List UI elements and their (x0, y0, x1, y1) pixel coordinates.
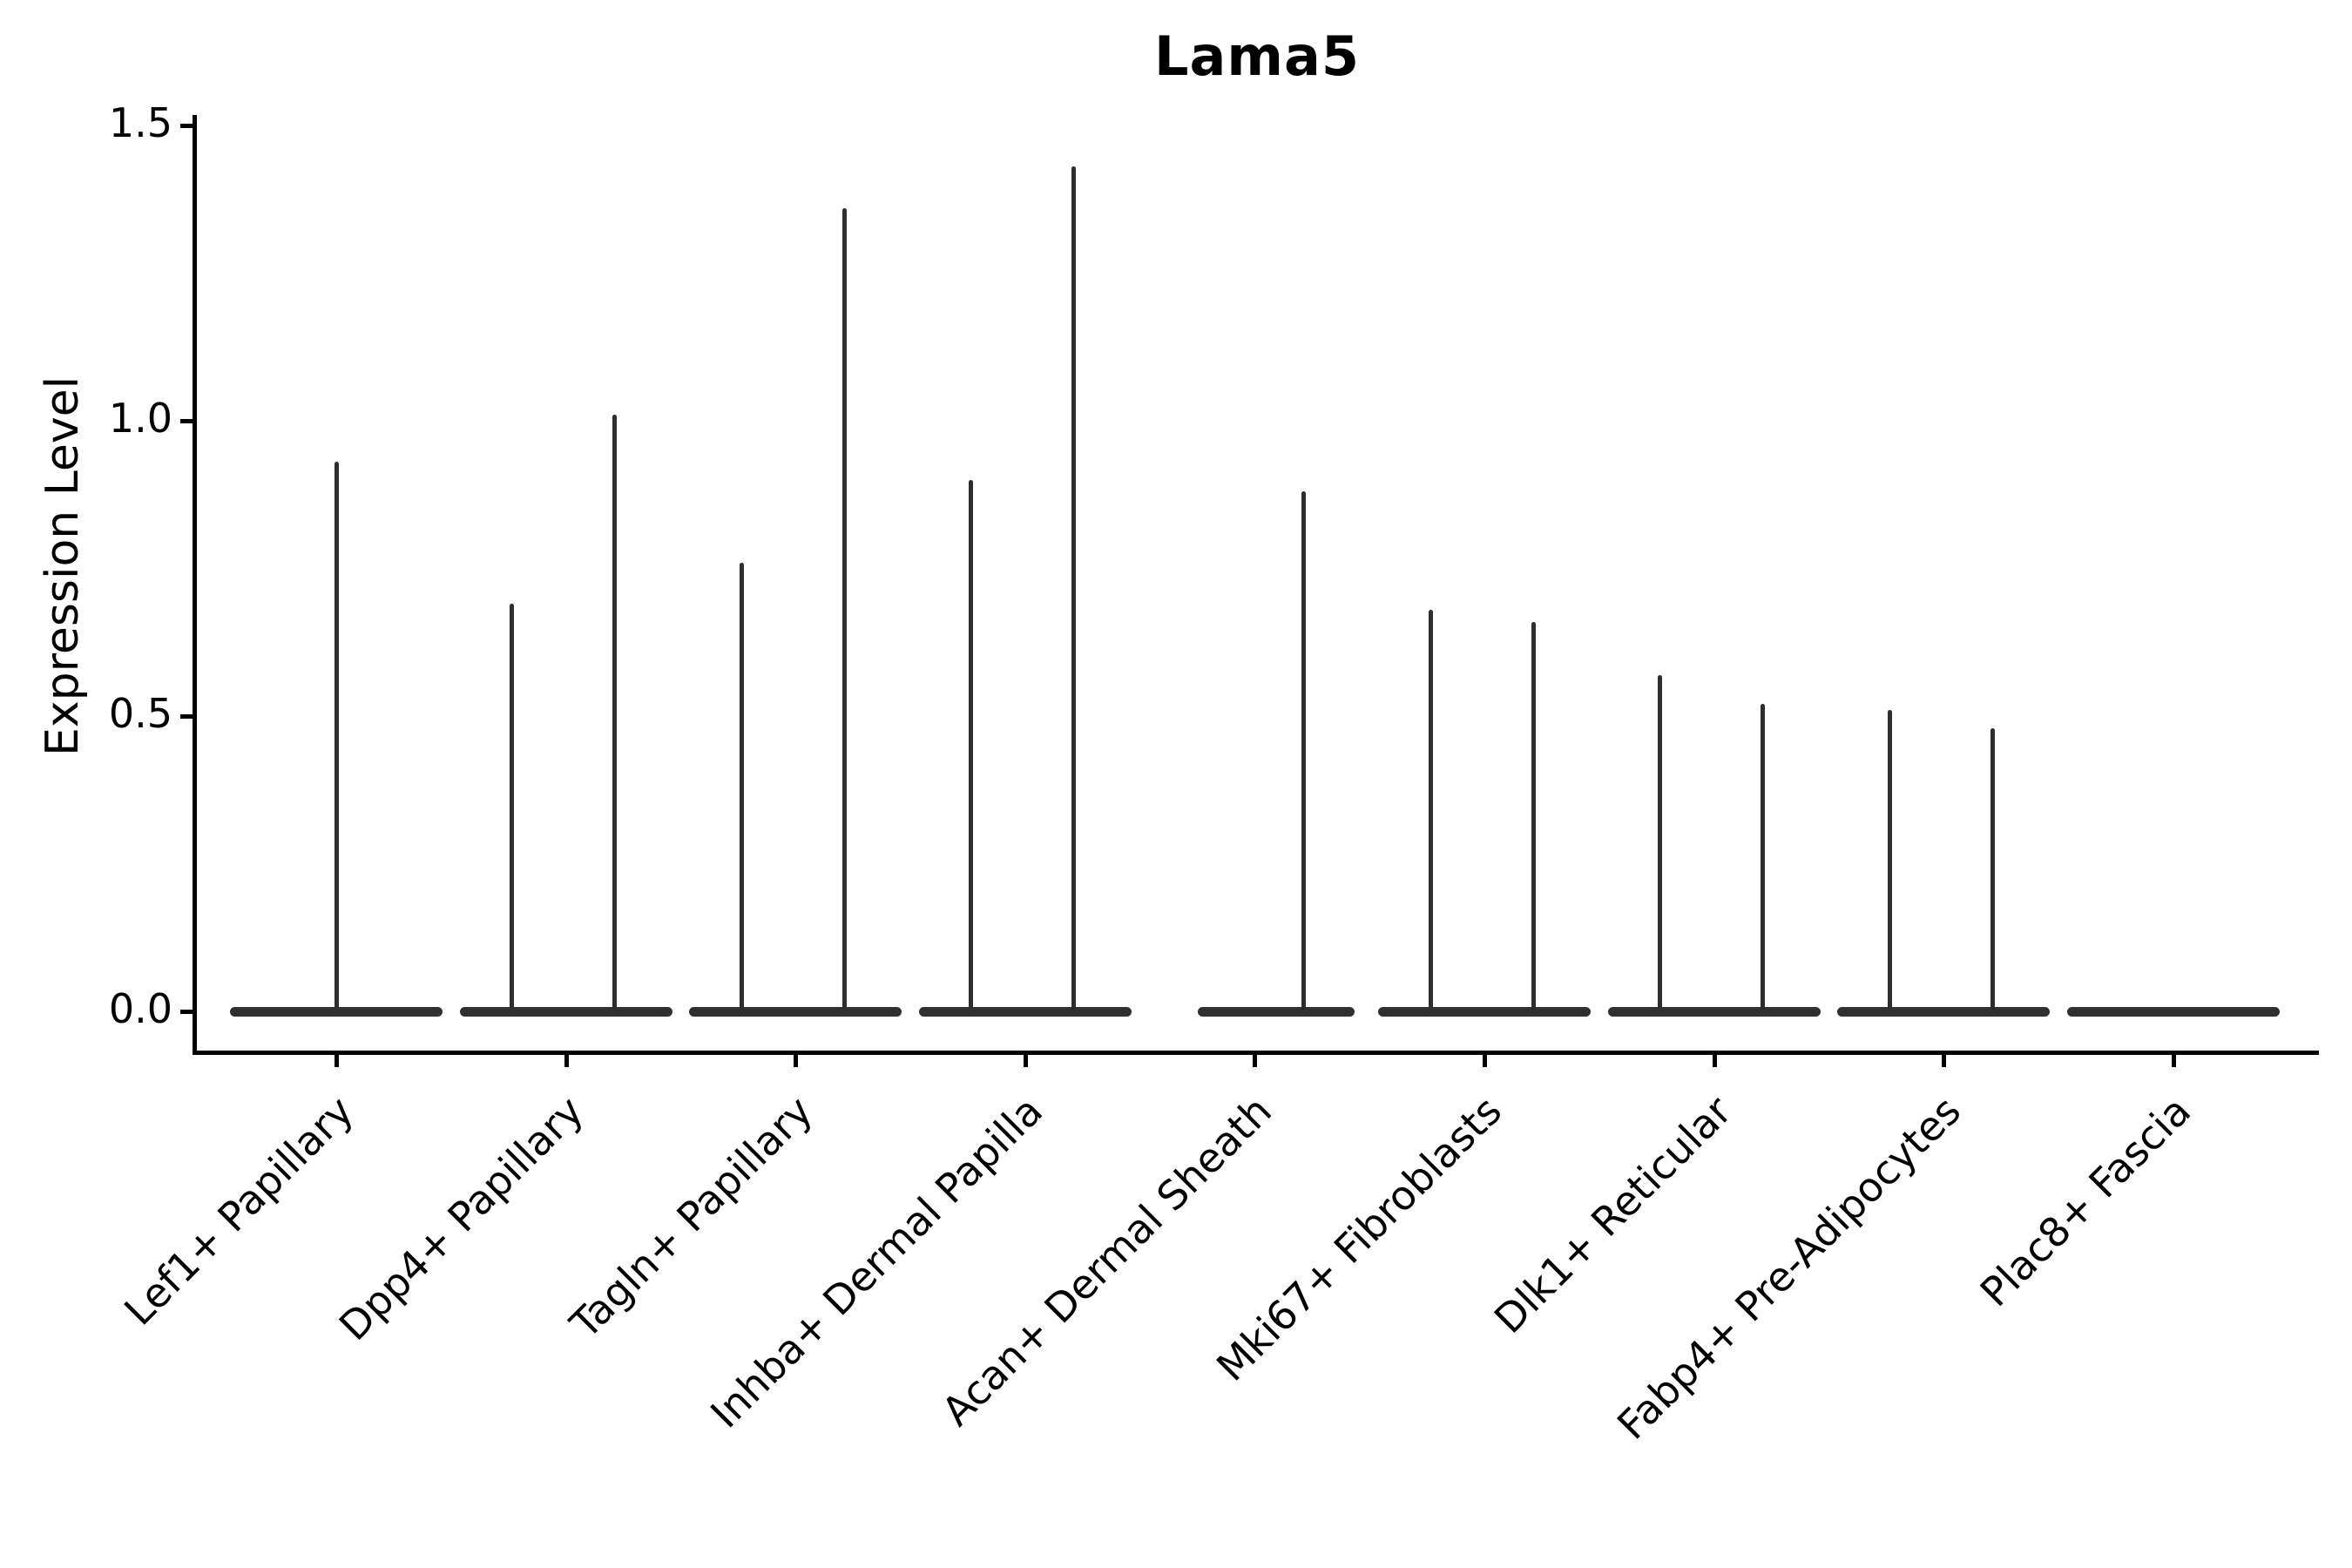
violin-spike (1071, 166, 1077, 1014)
violin-spike (612, 415, 618, 1014)
chart-title: Lama5 (1154, 24, 1360, 88)
y-tick-mark (180, 124, 193, 128)
violin-base (1837, 1006, 2051, 1017)
x-tick-mark (1253, 1054, 1258, 1067)
y-tick-label: 0.5 (108, 690, 172, 737)
violin-spike (1658, 674, 1663, 1014)
x-axis-spine (193, 1051, 2319, 1055)
y-tick-mark (180, 714, 193, 719)
violin-spike (510, 604, 515, 1014)
x-tick-mark (335, 1054, 339, 1067)
y-tick-mark (180, 419, 193, 423)
x-tick-mark (564, 1054, 569, 1067)
violin-spike (739, 562, 744, 1014)
violin-spike (1301, 491, 1306, 1014)
violin-spike (334, 462, 339, 1014)
violin-base (918, 1006, 1132, 1017)
violin-base (1607, 1006, 1821, 1017)
x-tick-mark (1712, 1054, 1717, 1067)
violin-spike (1428, 609, 1433, 1014)
x-tick-mark (2171, 1054, 2176, 1067)
x-tick-mark (1942, 1054, 1947, 1067)
violin-spike (1531, 621, 1536, 1014)
violin-base (689, 1006, 902, 1017)
y-tick-label: 0.0 (108, 985, 172, 1032)
violin-spike (1887, 710, 1892, 1014)
y-tick-mark (180, 1010, 193, 1014)
violin-base (459, 1006, 672, 1017)
violin-spike (969, 479, 974, 1014)
y-tick-label: 1.5 (108, 99, 172, 146)
violin-spike (1990, 727, 1995, 1014)
violin-base (1378, 1006, 1591, 1017)
x-tick-mark (1023, 1054, 1028, 1067)
y-axis-spine (193, 115, 197, 1054)
violin-base (1198, 1006, 1355, 1017)
y-tick-label: 1.0 (108, 395, 172, 442)
x-tick-mark (1483, 1054, 1487, 1067)
x-tick-mark (794, 1054, 799, 1067)
violin-spike (1761, 704, 1766, 1014)
violin-base (2066, 1006, 2280, 1017)
violin-spike (841, 207, 847, 1014)
